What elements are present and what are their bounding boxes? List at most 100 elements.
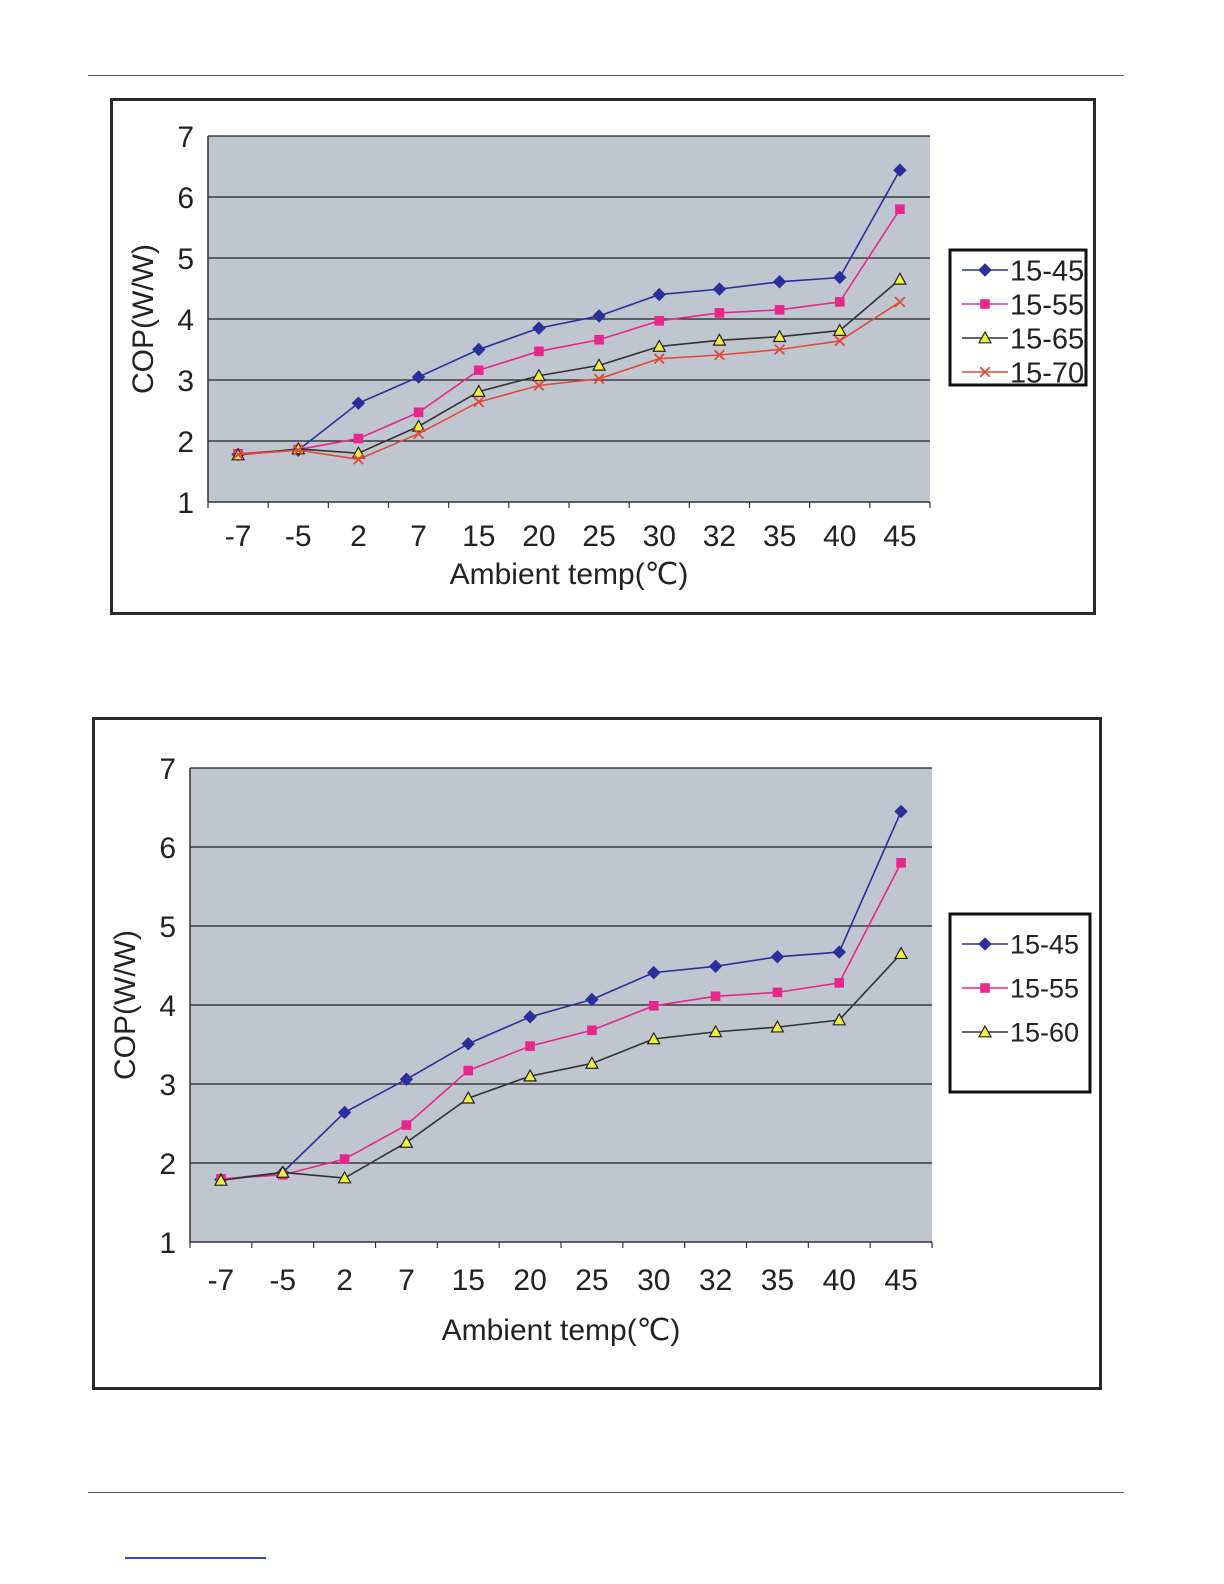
chart-1-data-point — [411, 419, 426, 432]
chart-2-data-point — [399, 1072, 414, 1086]
chart-2-data-point — [708, 959, 723, 973]
chart-1-legend-box — [948, 248, 1088, 387]
chart-2-x-tick-label: 15 — [452, 1264, 485, 1297]
chart-1-y-tick-label: 5 — [177, 243, 194, 276]
chart-2-data-point — [646, 1031, 661, 1045]
chart-1-y-tick-label: 4 — [177, 304, 194, 337]
chart-2-legend-marker — [978, 937, 992, 951]
chart-1-y-tick-label: 2 — [177, 426, 194, 459]
chart-1-data-point — [594, 334, 604, 345]
chart-1-x-tick-label: 7 — [410, 520, 427, 553]
chart-1-data-point — [712, 282, 727, 296]
chart-1-y-tick-label: 6 — [177, 182, 194, 215]
chart-2-y-tick-label: 7 — [159, 753, 176, 786]
chart-2-legend-label: 15-55 — [1010, 974, 1079, 1004]
chart-1-x-tick-label: 2 — [350, 520, 367, 553]
chart-2-data-point — [896, 858, 906, 868]
chart-2-x-tick-label: -7 — [208, 1264, 235, 1297]
chart-2-series-line — [220, 811, 902, 1181]
chart-2-legend-box — [948, 912, 1092, 1094]
chart-1-x-tick-label: 20 — [522, 520, 555, 553]
chart-2-x-tick-label: 30 — [637, 1264, 670, 1297]
chart-1-data-point — [533, 380, 545, 391]
chart-1-x-tick-label: 25 — [582, 520, 615, 553]
chart-1-data-point — [534, 346, 544, 357]
chart-2-data-point — [587, 1025, 597, 1036]
chart-2-data-point — [461, 1037, 475, 1051]
chart-1-data-point — [832, 323, 847, 336]
chart-1-data-point — [592, 358, 607, 371]
chart-1-data-point — [712, 333, 727, 346]
chart-2-y-tick-label: 4 — [159, 990, 176, 1023]
chart-1-series-line — [238, 301, 901, 461]
chart-1-data-point — [653, 353, 665, 365]
chart-2-data-point — [894, 804, 908, 819]
chart-1-data-point — [894, 296, 906, 308]
chart-1-x-tick-label: 30 — [643, 520, 676, 553]
chart-1-data-point — [895, 204, 905, 214]
chart-1-x-tick-label: 45 — [883, 520, 916, 553]
chart-1-data-point — [654, 316, 665, 326]
chart-2-data-point — [708, 1024, 723, 1038]
chart-2-y-tick-label: 6 — [159, 832, 176, 865]
chart-2-x-tick-label: 7 — [398, 1264, 415, 1297]
chart-2-x-tick-label: 40 — [823, 1264, 856, 1297]
chart-2-x-tick-label: 32 — [699, 1264, 732, 1297]
chart-2-y-tick-label: 2 — [159, 1148, 176, 1181]
chart-1-data-point — [413, 428, 425, 440]
chart-1-legend-label: 15-70 — [1010, 357, 1084, 389]
chart-2-legend-label: 15-60 — [1010, 1018, 1079, 1048]
chart-1-data-point — [473, 365, 484, 376]
chart-2-y-tick-label: 1 — [159, 1227, 176, 1260]
chart-1-x-tick-label: 15 — [462, 520, 495, 553]
chart-1-data-point — [472, 342, 486, 357]
chart-1-y-tick-label: 1 — [177, 487, 194, 520]
chart-2-data-point — [710, 991, 721, 1002]
chart-1-data-point — [774, 305, 785, 315]
chart-2-data-point — [461, 1090, 476, 1104]
chart-1-data-point — [774, 344, 786, 355]
chart-1-data-point — [532, 321, 546, 335]
chart-1-data-point — [531, 368, 546, 382]
chart-2-data-point — [772, 987, 783, 998]
chart-2-series-line — [220, 953, 902, 1182]
chart-2-data-point — [770, 950, 785, 964]
chart-2-data-point — [463, 1065, 474, 1076]
chart-1-x-tick-label: 35 — [763, 520, 796, 553]
chart-2-data-point — [770, 1019, 785, 1033]
chart-2-legend-label: 15-45 — [1010, 930, 1079, 960]
chart-1-series-15-45 — [231, 163, 907, 462]
chart-2-y-tick-label: 5 — [159, 911, 176, 944]
chart-1-data-point — [713, 349, 725, 361]
chart-2-data-point — [584, 1056, 599, 1069]
chart-1-data-point — [292, 444, 304, 456]
chart-1-legend-label: 15-65 — [1010, 323, 1084, 355]
chart-2-x-tick-label: 2 — [336, 1264, 353, 1297]
chart-2-data-point — [834, 978, 845, 988]
chart-1-data-point — [411, 370, 426, 384]
chart-1-y-axis-title: COP(W/W) — [127, 244, 160, 394]
chart-1-data-point — [834, 297, 845, 307]
chart-2-series-line — [220, 862, 902, 1180]
chart-2-data-point — [647, 965, 661, 980]
chart-1-legend-marker — [978, 263, 992, 277]
chart-1-legend-marker — [980, 299, 990, 309]
chart-2-legend: 15-45 15-55 15-60 — [948, 912, 1092, 1094]
chart-1-series-15-70 — [232, 296, 906, 465]
chart-2-data-point — [213, 1173, 228, 1186]
chart-2-data-point — [523, 1068, 538, 1082]
chart-2-y-axis-title: COP(W/W) — [109, 930, 142, 1080]
footer-link-underline[interactable] — [125, 1557, 266, 1559]
chart-1-data-point — [834, 335, 846, 347]
header-rule — [88, 75, 1124, 76]
chart-1-legend-label: 15-55 — [1010, 289, 1084, 321]
chart-2-x-tick-label: 45 — [884, 1264, 917, 1297]
chart-2-data-point — [275, 1165, 290, 1178]
chart-1-x-tick-label: 40 — [823, 520, 856, 553]
chart-1-data-point — [473, 396, 485, 408]
chart-2-x-tick-label: 20 — [513, 1264, 546, 1297]
chart-1-data-point — [833, 270, 847, 285]
